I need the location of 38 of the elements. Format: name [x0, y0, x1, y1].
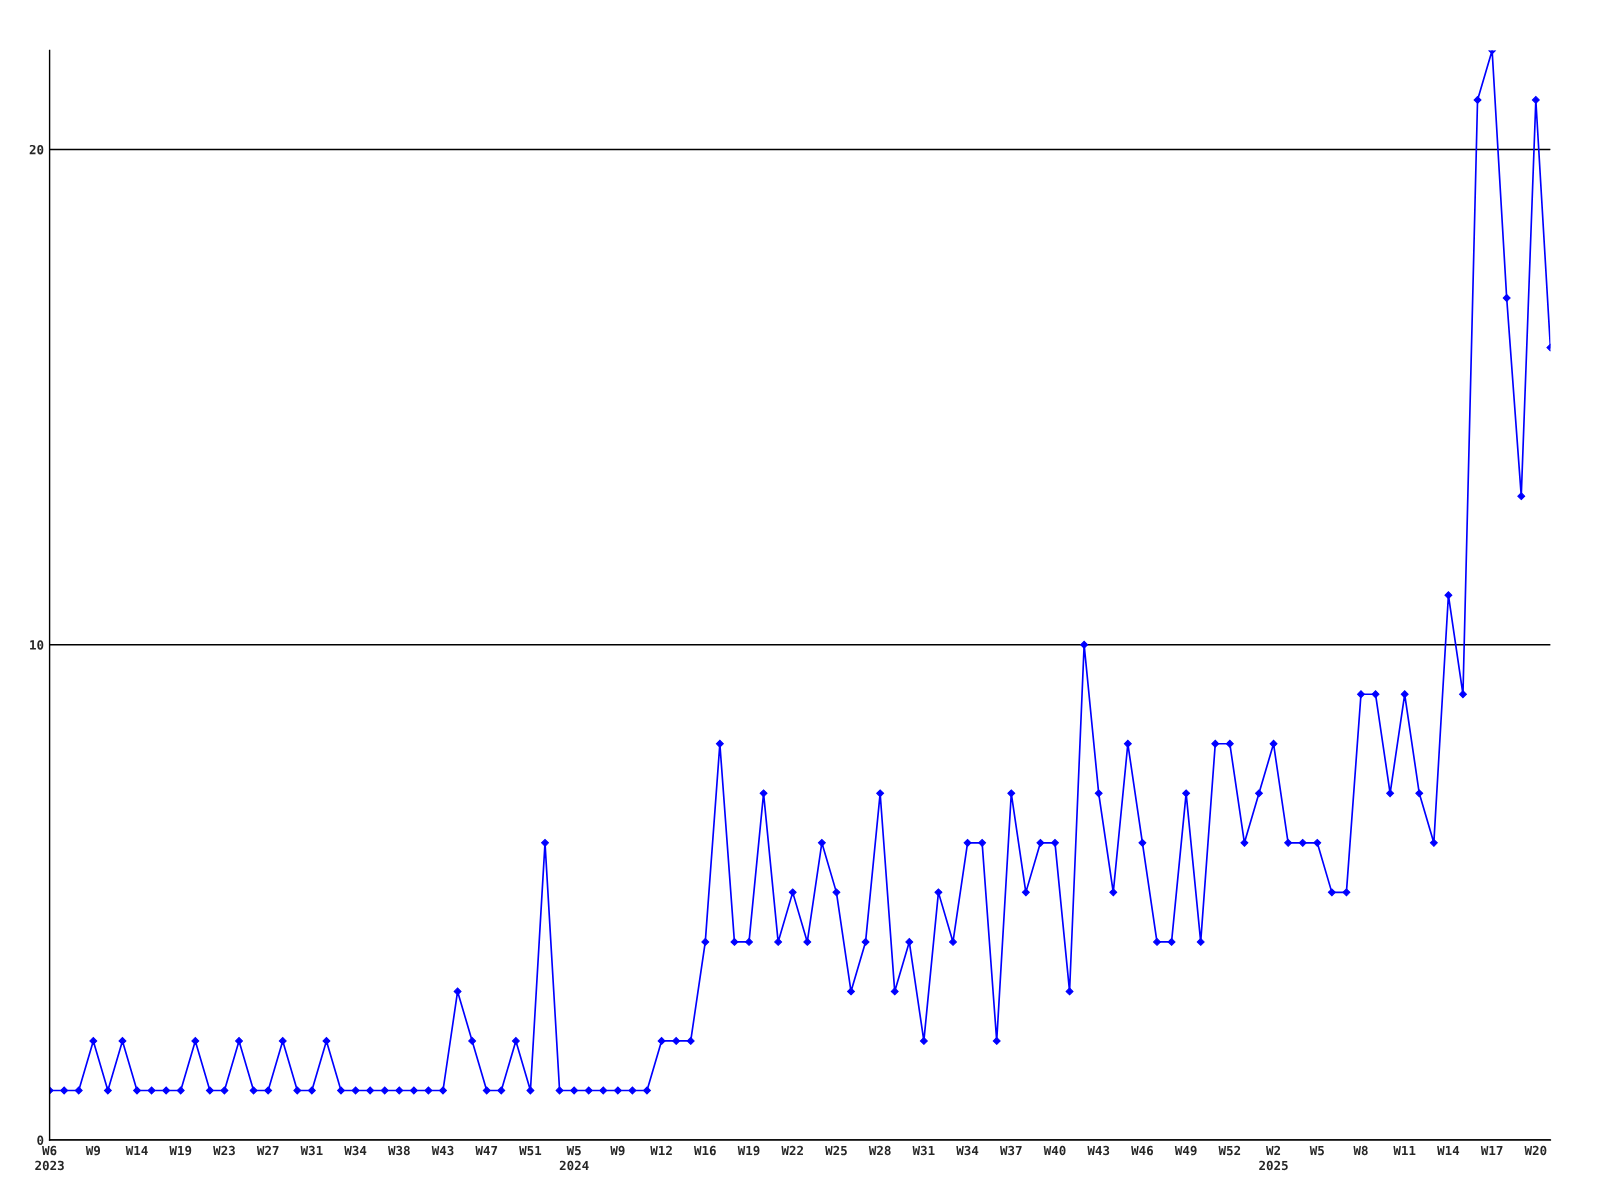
x-tick-label: W19	[737, 1145, 760, 1156]
x-tick-label: W22	[781, 1145, 803, 1156]
x-tick-label: W17	[1480, 1145, 1503, 1156]
y-tick-label: 20	[29, 144, 44, 155]
x-tick-label: W6 2023	[35, 1145, 64, 1171]
x-tick-label: W34	[344, 1145, 367, 1156]
x-tick-label: W20	[1524, 1145, 1547, 1156]
x-tick-label: W14	[1437, 1145, 1460, 1156]
x-tick-label: W12	[650, 1145, 672, 1156]
x-tick-label: W40	[1043, 1145, 1066, 1156]
x-tick-label: W37	[999, 1145, 1022, 1156]
x-tick-label: W51	[519, 1145, 542, 1156]
x-tick-label: W8	[1353, 1145, 1368, 1156]
x-tick-label: W38	[388, 1145, 410, 1156]
x-tick-label: W31	[912, 1145, 935, 1156]
x-tick-label: W49	[1174, 1145, 1197, 1156]
x-tick-label: W43	[1087, 1145, 1110, 1156]
x-tick-label: W11	[1393, 1145, 1416, 1156]
x-tick-label: W5 2024	[559, 1145, 589, 1171]
x-tick-label: W14	[125, 1145, 148, 1156]
x-tick-label: W52	[1218, 1145, 1241, 1156]
x-tick-label: W34	[956, 1145, 979, 1156]
y-tick-label: 0	[37, 1135, 44, 1145]
x-tick-label: W25	[825, 1145, 847, 1156]
x-tick-label: W23	[213, 1145, 235, 1156]
x-tick-label: W27	[256, 1145, 279, 1156]
x-tick-label: W2 2025	[1259, 1145, 1288, 1171]
y-tick-label: 10	[30, 640, 44, 650]
x-tick-label: W19	[169, 1145, 192, 1156]
x-tick-label: W43	[431, 1145, 454, 1156]
x-tick-label: W5	[1309, 1145, 1324, 1156]
x-tick-label: W9	[610, 1145, 625, 1156]
x-tick-label: W9	[85, 1145, 101, 1156]
x-tick-label: W47	[475, 1145, 498, 1156]
x-tick-label: W31	[300, 1145, 323, 1156]
x-tick-label: W16	[694, 1145, 716, 1156]
x-tick-label: W28	[868, 1145, 891, 1156]
x-tick-label: W46	[1131, 1145, 1154, 1156]
